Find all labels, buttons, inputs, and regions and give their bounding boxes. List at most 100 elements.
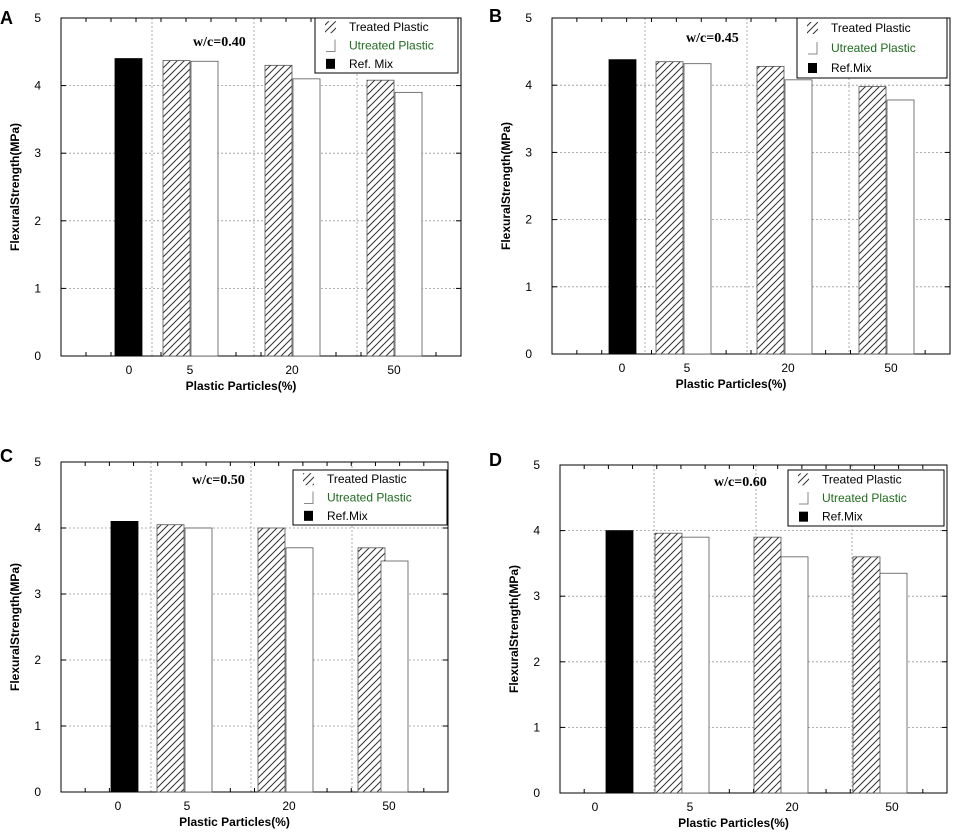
legend-swatch-treated [807,22,818,34]
legend-box [292,469,448,526]
bar-treated-plastic [156,524,185,793]
y-tick-label: 3 [533,589,540,603]
bar-treated-plastic [655,61,684,355]
y-tick-label: 4 [533,524,540,538]
wc-annotation: w/c=0.45 [686,31,739,46]
y-tick-label: 4 [525,78,532,92]
y-tick-label: 4 [34,521,41,535]
y-tick-label: 5 [34,455,41,469]
legend-swatch-treated [798,473,809,486]
y-tick-label: 2 [533,655,540,669]
bar-treated-plastic [366,79,395,357]
legend-label: Ref.Mix [831,61,872,75]
y-axis-label: FlexuralStrength(MPa) [8,563,22,691]
y-tick-label: 5 [34,11,41,25]
bar-untreated-plastic [394,91,423,357]
legend-label: Treated Plastic [349,20,429,34]
y-tick-label: 2 [525,213,532,227]
legend: Treated Plastic Utreated Plastic Ref.Mix [796,17,948,79]
x-tick-label: 20 [785,800,799,814]
bar-untreated-plastic [681,536,710,794]
y-tick-label: 1 [34,719,41,733]
bar-untreated-plastic [683,63,712,355]
x-tick-label: 50 [382,799,396,813]
legend-label: Ref. Mix [349,57,393,71]
bar-untreated-plastic [784,79,813,355]
bar-untreated-plastic [285,547,314,793]
legend: Treated Plastic Utreated Plastic Ref. Mix [314,17,459,74]
bar-untreated-plastic [879,572,908,794]
x-tick-label: 20 [282,799,296,813]
x-tick-label: 20 [285,363,299,377]
legend-box [787,469,945,527]
x-tick-label: 0 [619,361,626,375]
y-tick-label: 3 [525,145,532,159]
legend-swatch-ref-mix [808,63,817,73]
y-tick-label: 0 [533,786,540,800]
legend: Treated Plastic Utreated Plastic Ref.Mix [292,469,448,526]
panel-letter: C [0,446,13,466]
y-tick-label: 4 [34,79,41,93]
legend-swatch-untreated [326,39,336,52]
x-axis-label: Plastic Particles(%) [678,816,789,830]
y-tick-label: 2 [34,214,41,228]
y-tick-label: 5 [525,11,532,25]
legend-swatch-untreated [304,491,314,504]
bar-treated-plastic [264,64,293,357]
legend-label: Treated Plastic [831,21,911,35]
legend-label: Utreated Plastic [349,39,434,53]
y-tick-label: 1 [34,281,41,295]
x-tick-label: 5 [687,800,694,814]
bar-treated-plastic [753,536,782,794]
wc-annotation: w/c=0.60 [714,475,767,490]
x-axis-label: Plastic Particles(%) [186,379,297,393]
x-tick-label: 20 [781,361,795,375]
legend-label: Treated Plastic [327,472,407,486]
bar-treated-plastic [162,60,191,357]
x-tick-label: 0 [592,800,599,814]
legend-label: Treated Plastic [822,472,902,486]
y-tick-label: 1 [525,280,532,294]
legend-box [314,17,459,74]
y-axis-label: FlexuralStrength(MPa) [507,565,521,693]
x-tick-label: 0 [126,363,133,377]
x-tick-label: 50 [884,361,898,375]
panel-letter: A [0,8,13,28]
x-tick-label: 0 [115,799,122,813]
panel-letter: D [489,450,502,470]
legend-label: Ref.Mix [327,509,368,523]
legend: Treated Plastic Utreated Plastic Ref.Mix [787,469,945,527]
y-tick-label: 2 [34,653,41,667]
bar-ref-mix [114,58,143,357]
bar-treated-plastic [852,556,881,794]
bar-ref-mix [110,521,139,793]
legend-swatch-ref-mix [799,511,808,522]
y-tick-label: 0 [34,785,41,799]
y-tick-label: 1 [533,720,540,734]
bar-treated-plastic [756,65,785,355]
panel-letter: B [489,6,502,26]
legend-label: Utreated Plastic [327,491,412,505]
bar-untreated-plastic [380,560,409,793]
y-axis-label: FlexuralStrength(MPa) [499,122,513,250]
bar-untreated-plastic [780,556,809,794]
bar-untreated-plastic [886,99,915,355]
legend-swatch-treated [325,21,336,34]
x-axis-label: Plastic Particles(%) [676,377,787,391]
y-tick-label: 3 [34,587,41,601]
legend-swatch-untreated [799,492,809,505]
legend-swatch-ref-mix [304,510,313,521]
x-tick-label: 5 [187,363,194,377]
bar-ref-mix [608,59,637,355]
legend-swatch-ref-mix [326,58,335,69]
wc-annotation: w/c=0.40 [193,35,246,50]
y-tick-label: 3 [34,146,41,160]
legend-swatch-treated [303,473,314,486]
bar-treated-plastic [257,527,286,793]
x-tick-label: 5 [184,799,191,813]
y-tick-label: 0 [525,347,532,361]
